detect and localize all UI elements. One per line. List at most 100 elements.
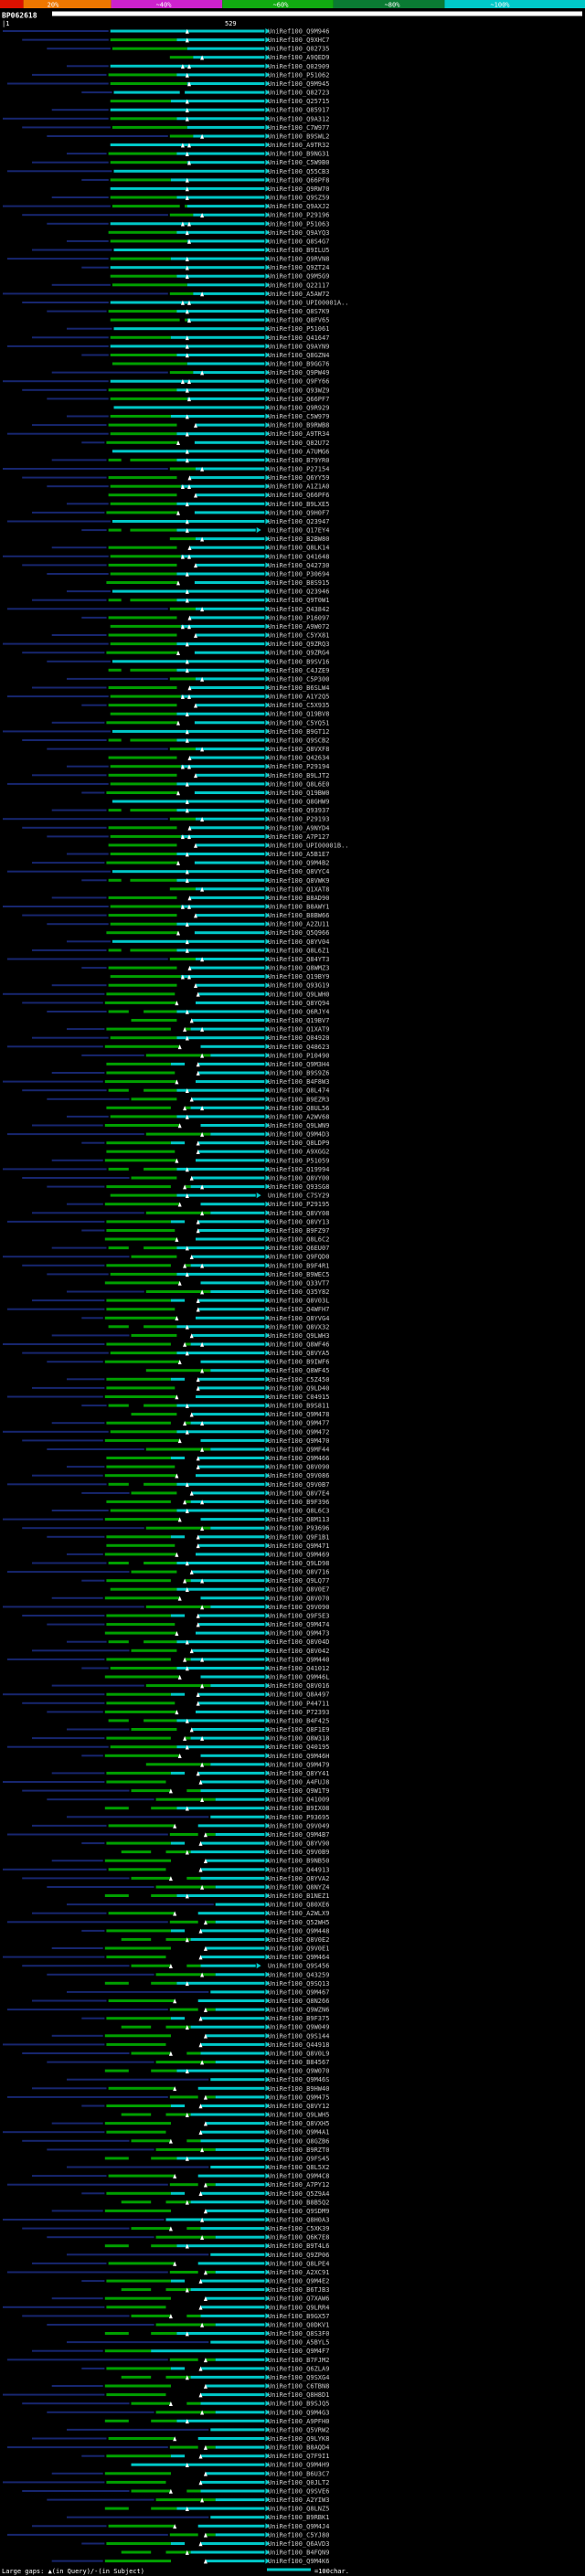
alignment-row[interactable]: UniRef100_C5YJ80 — [6, 2531, 330, 2539]
subject-label[interactable]: UniRef100_Q9M4E2 — [268, 2278, 329, 2285]
subject-label[interactable]: UniRef100_Q8V016 — [268, 1682, 329, 1690]
subject-label[interactable]: UniRef100_B7FJM2 — [268, 2357, 329, 2364]
alignment-row[interactable]: UniRef100_Q9A312 — [3, 115, 329, 122]
subject-label[interactable]: UniRef100_C5X935 — [268, 702, 329, 709]
alignment-row[interactable]: UniRef100_Q8VY12 — [81, 2103, 329, 2110]
alignment-row[interactable]: UniRef100_B8AWY1 — [3, 904, 329, 911]
alignment-row[interactable]: UniRef100_Q8V04D — [67, 1638, 329, 1646]
subject-label[interactable]: UniRef100_Q9M470 — [268, 1437, 329, 1445]
alignment-row[interactable]: UniRef100_Q9MF44 — [47, 1447, 329, 1454]
alignment-row[interactable]: UniRef100_Q9LQ77 — [81, 1577, 329, 1585]
subject-label[interactable]: UniRef100_Q4WFH7 — [268, 1306, 329, 1313]
alignment-row[interactable]: UniRef100_Q1XAT9 — [67, 1026, 329, 1034]
subject-label[interactable]: UniRef100_B8AQD4 — [268, 2444, 329, 2452]
alignment-row[interactable]: UniRef100_Q8L6Z1 — [32, 947, 329, 954]
subject-label[interactable]: UniRef100_Q9ZT24 — [268, 264, 329, 271]
subject-label[interactable]: UniRef100_Q8YVA2 — [268, 1875, 329, 1882]
alignment-row[interactable]: UniRef100_Q9M5G9 — [110, 273, 330, 281]
alignment-row[interactable]: UniRef100_Q8V716 — [6, 1569, 330, 1576]
subject-label[interactable]: UniRef100_P30694 — [268, 571, 329, 578]
subject-label[interactable]: UniRef100_Q8YV04 — [268, 938, 329, 946]
alignment-row[interactable]: UniRef100_C5W9B0 — [32, 159, 329, 166]
alignment-row[interactable]: UniRef100_Q8V03L — [32, 1298, 329, 1305]
subject-label[interactable]: UniRef100_B4F425 — [268, 1717, 329, 1724]
subject-label[interactable]: UniRef100_Q8V7E4 — [268, 1489, 329, 1497]
alignment-row[interactable]: UniRef100_Q8YV04 — [67, 938, 329, 946]
subject-label[interactable]: UniRef100_B9S9Z6 — [268, 1070, 329, 1077]
alignment-row[interactable]: UniRef100_B9WEC5 — [47, 1271, 329, 1278]
alignment-row[interactable]: UniRef100_Q41012 — [81, 1665, 329, 1672]
alignment-row[interactable]: UniRef100_Q93WZ9 — [22, 387, 329, 394]
subject-label[interactable]: UniRef100_Q8VXH5 — [268, 2120, 329, 2127]
alignment-row[interactable]: UniRef100_Q8LK14 — [51, 545, 330, 552]
alignment-row[interactable]: UniRef100_B9IWF6 — [47, 1359, 329, 1366]
alignment-row[interactable]: UniRef100_A2YIW3 — [47, 2496, 329, 2504]
alignment-row[interactable]: UniRef100_Q8L6C3 — [51, 1508, 330, 1515]
subject-label[interactable]: UniRef100_Q8L474 — [268, 1087, 329, 1095]
subject-label[interactable]: UniRef100_Q9V049 — [268, 1822, 329, 1829]
subject-label[interactable]: UniRef100_Q8LNZ5 — [268, 2506, 329, 2513]
subject-label[interactable]: UniRef100_Q8H0A3 — [268, 2217, 329, 2224]
alignment-row[interactable]: UniRef100_Q9M4C8 — [32, 2173, 329, 2180]
subject-label[interactable]: UniRef100_Q9W1T9 — [268, 1787, 329, 1795]
subject-label[interactable]: UniRef100_Q9M4C8 — [268, 2173, 329, 2180]
alignment-row[interactable]: UniRef100_A9XGG2 — [106, 1149, 329, 1156]
alignment-row[interactable]: UniRef100_Q84YT3 — [6, 956, 330, 963]
subject-label[interactable]: UniRef100_Q5Z9A4 — [268, 2190, 329, 2198]
subject-label[interactable]: UniRef100_Q35Y82 — [268, 1288, 329, 1296]
subject-label[interactable]: UniRef100_Q0JLT2 — [268, 2479, 329, 2486]
alignment-row[interactable]: UniRef100_Q6K7E8 — [47, 2234, 329, 2242]
subject-label[interactable]: UniRef100_Q9M475 — [268, 2094, 329, 2101]
alignment-row[interactable]: UniRef100_Q02909 — [67, 63, 329, 70]
alignment-row[interactable]: UniRef100_B1NEZ1 — [104, 1892, 330, 1900]
alignment-row[interactable]: UniRef100_Q8VYC4 — [6, 868, 330, 875]
subject-label[interactable]: UniRef100_Q19BW0 — [268, 790, 329, 797]
subject-label[interactable]: UniRef100_Q8NYZ4 — [268, 1884, 329, 1892]
subject-label[interactable]: UniRef100_Q33VT7 — [268, 1279, 329, 1287]
alignment-row[interactable]: UniRef100_B4F425 — [108, 1717, 330, 1724]
subject-label[interactable]: UniRef100_C4JZE9 — [268, 667, 329, 674]
alignment-row[interactable]: UniRef100_A5AW72 — [3, 291, 329, 298]
alignment-row[interactable]: UniRef100_Q80XE6 — [67, 1902, 329, 1909]
alignment-row[interactable]: UniRef100_Q23947 — [6, 518, 330, 525]
alignment-row[interactable]: UniRef100_Q8V7E4 — [81, 1489, 329, 1497]
alignment-row[interactable]: UniRef100_Q9M4E2 — [81, 2278, 329, 2285]
subject-label[interactable]: UniRef100_Q41647 — [268, 334, 329, 342]
subject-label[interactable]: UniRef100_Q8L6E0 — [268, 780, 329, 788]
alignment-row[interactable]: UniRef100_P93696 — [22, 1525, 329, 1532]
subject-label[interactable]: UniRef100_Q8S3F0 — [268, 2330, 329, 2337]
subject-label[interactable]: UniRef100_Q9M467 — [268, 1988, 329, 1996]
subject-label[interactable]: UniRef100_Q9LD98 — [268, 1560, 329, 1567]
alignment-row[interactable]: UniRef100_Q9M4D3 — [6, 1131, 330, 1139]
subject-label[interactable]: UniRef100_Q9ZRG4 — [268, 650, 329, 657]
subject-label[interactable]: UniRef100_Q9M945 — [268, 80, 329, 88]
subject-label[interactable]: UniRef100_B8S915 — [268, 579, 329, 587]
subject-label[interactable]: UniRef100_Q8S7K9 — [268, 308, 329, 315]
alignment-row[interactable]: UniRef100_Q5Z9A4 — [81, 2190, 329, 2198]
alignment-row[interactable]: UniRef100_Q25715 — [110, 98, 330, 105]
subject-label[interactable]: UniRef100_Q8GHW9 — [268, 799, 329, 806]
alignment-row[interactable]: UniRef100_Q8V070 — [51, 1595, 330, 1602]
subject-label[interactable]: UniRef100_Q41012 — [268, 1665, 329, 1672]
subject-label[interactable]: UniRef100_B9RZT0 — [268, 2147, 329, 2154]
alignment-row[interactable]: UniRef100_Q9RVN8 — [6, 256, 330, 263]
subject-label[interactable]: UniRef100_P29196 — [268, 212, 329, 219]
subject-label[interactable]: UniRef100_Q23946 — [268, 588, 329, 596]
subject-label[interactable]: UniRef100_B9GT12 — [268, 728, 329, 736]
subject-label[interactable]: UniRef100_Q84YT3 — [268, 956, 329, 963]
subject-label[interactable]: UniRef100_Q8VY12 — [268, 2103, 329, 2110]
alignment-row[interactable]: UniRef100_B9HW40 — [32, 2085, 329, 2093]
alignment-row[interactable]: UniRef100_Q8YVG4 — [81, 1315, 329, 1322]
alignment-row[interactable]: UniRef100_Q41648 — [3, 553, 329, 560]
alignment-row[interactable]: UniRef100_Q8YVA2 — [22, 1875, 329, 1882]
subject-label[interactable]: UniRef100_B8BW66 — [268, 912, 329, 919]
subject-label[interactable]: UniRef100_Q9M4K6 — [268, 2558, 329, 2565]
alignment-row[interactable]: UniRef100_Q5VRW2 — [67, 2426, 329, 2433]
subject-label[interactable]: UniRef100_Q40195 — [268, 1744, 329, 1751]
subject-label[interactable]: UniRef100_P51063 — [268, 220, 329, 228]
alignment-row[interactable]: UniRef100_Q8V090 — [67, 1464, 329, 1471]
alignment-row[interactable]: UniRef100_Q48623 — [6, 1044, 330, 1051]
alignment-row[interactable]: UniRef100_Q19BW0 — [81, 790, 329, 797]
alignment-row[interactable]: UniRef100_Q6YY59 — [22, 474, 329, 482]
subject-label[interactable]: UniRef100_C6TBN8 — [268, 2383, 329, 2390]
